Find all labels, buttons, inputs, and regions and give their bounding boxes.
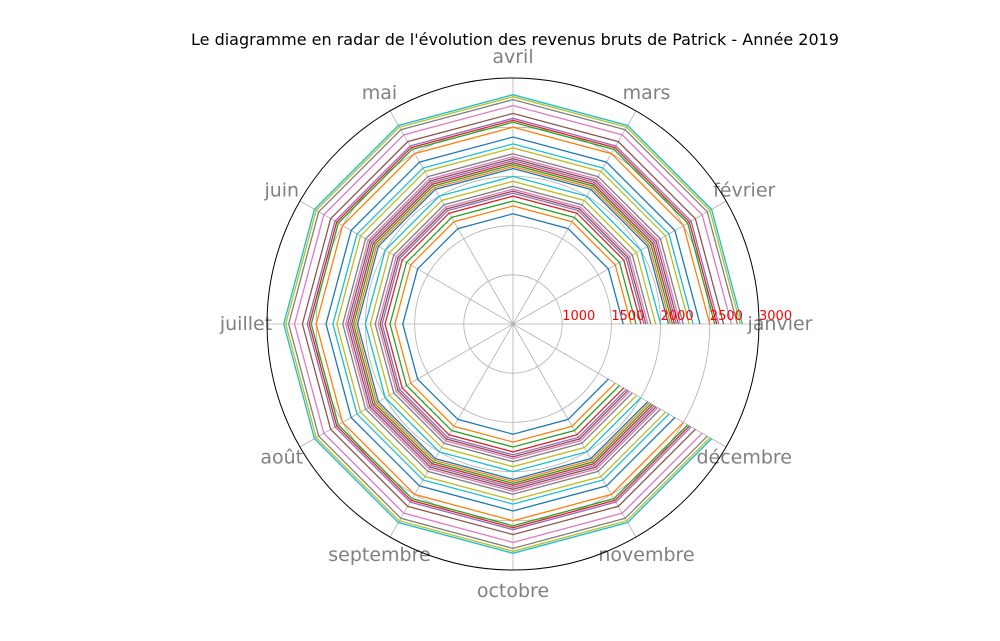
series-line-15 [348,159,677,489]
series-line-8 [374,185,652,463]
radar-series-group [283,94,743,554]
category-labels: janvier février mars avril mai juin juillet aoû… [219,46,813,602]
series-line-2 [394,205,632,443]
category-label-8: août [260,447,303,469]
series-line-23 [310,121,716,527]
series-line-26 [301,112,725,536]
series-line-27 [293,104,733,544]
series-line-24 [308,119,718,529]
series-line-3 [389,200,637,448]
radial-tick-1000: 1000 [562,309,595,324]
series-line-25 [306,117,720,531]
category-label-6: juin [263,180,299,202]
series-line-13 [352,163,674,485]
category-label-2: février [713,180,775,202]
category-label-11: novembre [598,544,694,566]
radial-tick-labels: 1000 1500 2000 2500 3000 [562,309,792,324]
series-line-4 [384,195,642,453]
series-line-1 [402,213,624,435]
series-line-30 [283,94,743,554]
series-line-19 [336,147,690,501]
series-line-10 [364,175,662,473]
category-label-9: septembre [328,544,430,566]
category-label-4: avril [492,46,533,68]
series-line-12 [354,165,672,483]
series-line-22 [315,126,711,522]
outer-ring [266,77,760,571]
series-line-21 [325,136,701,512]
series-line-29 [285,96,741,552]
category-label-12: décembre [696,447,792,469]
category-label-1: janvier [747,313,813,335]
series-line-9 [369,180,657,468]
radial-tick-2000: 2000 [661,309,694,324]
series-line-17 [345,156,681,492]
series-line-16 [347,158,679,490]
series-line-5 [381,192,645,456]
radial-tick-2500: 2500 [710,309,743,324]
series-line-20 [332,143,694,505]
series-line-18 [342,153,684,495]
chart-title: Le diagramme en radar de l'évolution des… [191,30,839,49]
radial-tick-1500: 1500 [611,309,644,324]
category-label-3: mars [623,82,671,104]
series-line-6 [379,190,647,458]
category-label-10: octobre [477,580,549,602]
series-line-28 [287,98,738,550]
series-line-11 [356,167,670,481]
series-line-7 [377,188,649,460]
category-label-5: mai [362,82,397,104]
series-line-14 [350,161,676,487]
radar-grid [267,78,759,570]
radial-tick-3000: 3000 [759,309,792,324]
category-label-7: juillet [219,313,272,335]
spoke-décembre [512,323,727,448]
